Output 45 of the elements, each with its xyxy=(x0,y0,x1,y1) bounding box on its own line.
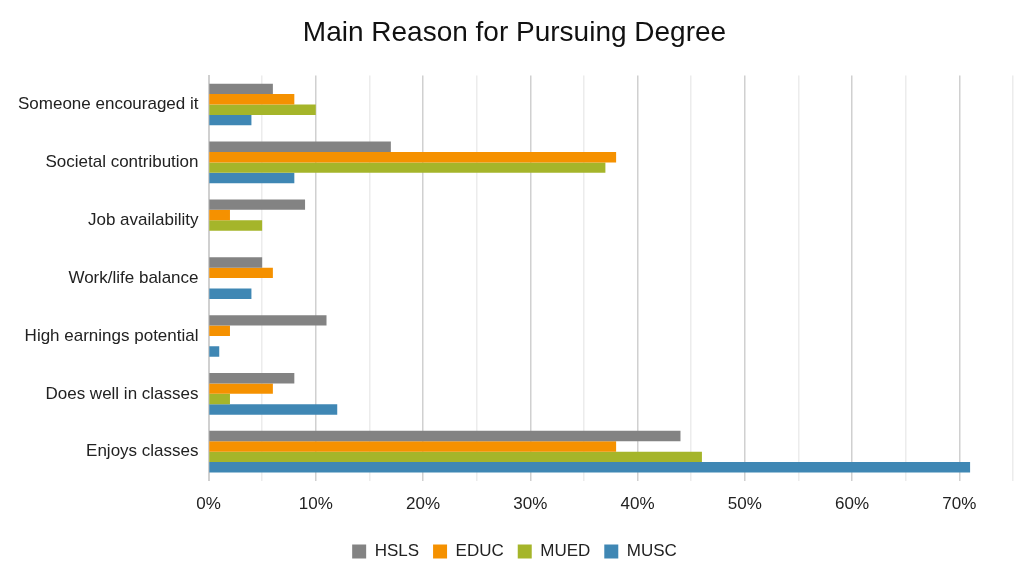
bar xyxy=(209,151,617,163)
y-tick-label: Enjoys classes xyxy=(86,441,199,461)
x-tick-label: 20% xyxy=(406,494,441,514)
bar xyxy=(209,346,220,357)
y-tick-label: Societal contribution xyxy=(45,152,199,172)
chart-title: Main Reason for Pursuing Degree xyxy=(302,15,727,47)
y-tick-label: Does well in classes xyxy=(45,383,199,403)
bar xyxy=(209,199,306,210)
bar xyxy=(209,209,230,221)
y-tick-label: Work/life balance xyxy=(68,267,199,287)
bar xyxy=(209,383,273,394)
legend-label: MUSC xyxy=(626,541,677,561)
bar xyxy=(209,114,252,126)
x-tick-label: 70% xyxy=(942,494,977,514)
bar xyxy=(209,141,391,152)
legend-label: EDUC xyxy=(455,541,504,561)
x-tick-label: 10% xyxy=(298,494,333,514)
x-tick-label: 40% xyxy=(620,494,655,514)
bar xyxy=(209,104,316,115)
bar xyxy=(209,372,295,384)
bar xyxy=(209,393,230,405)
legend-label: HSLS xyxy=(374,541,420,561)
bar xyxy=(209,83,273,95)
bar xyxy=(209,172,295,184)
x-tick-label: 0% xyxy=(196,494,221,514)
bar xyxy=(209,267,273,279)
y-tick-label: Job availability xyxy=(87,209,200,229)
bar xyxy=(209,257,263,268)
x-tick-label: 30% xyxy=(513,494,548,514)
y-tick-label: Someone encouraged it xyxy=(17,94,199,114)
bar xyxy=(209,325,230,336)
bar xyxy=(209,451,702,463)
bar xyxy=(209,162,606,173)
bar xyxy=(209,404,338,415)
bar xyxy=(209,315,327,326)
x-tick-label: 50% xyxy=(727,494,762,514)
bar xyxy=(209,430,681,442)
legend-label: MUED xyxy=(540,541,591,561)
y-tick-label: High earnings potential xyxy=(24,325,199,345)
bar xyxy=(209,462,971,473)
x-tick-label: 60% xyxy=(835,494,870,514)
bar xyxy=(209,220,263,231)
bar xyxy=(209,288,252,299)
bar xyxy=(209,94,295,105)
bar xyxy=(209,441,617,452)
